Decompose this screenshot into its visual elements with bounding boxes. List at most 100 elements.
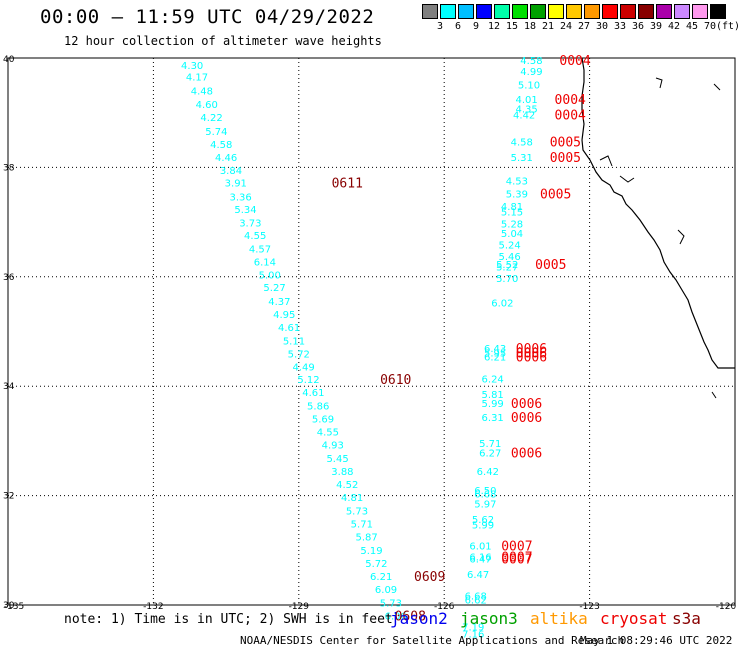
scale-label: 30 xyxy=(595,21,609,32)
wave-height-label: 6.24 xyxy=(482,375,504,386)
satellite-jason3: jason3 xyxy=(460,609,518,628)
wave-height-label: 4.52 xyxy=(336,480,358,491)
wave-height-label: 3.73 xyxy=(239,219,261,230)
pass-time-label: 0006 xyxy=(511,446,542,461)
y-tick-label: 40 xyxy=(3,55,15,65)
scale-label: 33 xyxy=(613,21,627,32)
wave-height-label: 5.52 xyxy=(496,260,518,271)
inland-border xyxy=(599,77,721,399)
scale-label: 24 xyxy=(559,21,573,32)
wave-height-label: 5.95 xyxy=(484,348,506,359)
scale-swatch xyxy=(422,4,438,19)
wave-height-label: 5.73 xyxy=(380,598,402,609)
wave-height-label: 5.28 xyxy=(501,220,523,231)
scale-label: 36 xyxy=(631,21,645,32)
scale-label: 21 xyxy=(541,21,555,32)
credit-text: NOAA/NESDIS Center for Satellite Applica… xyxy=(240,634,625,647)
pass-time-label: 0611 xyxy=(332,177,363,192)
wave-height-label: 4.81 xyxy=(341,493,363,504)
wave-height-label: 5.70 xyxy=(496,274,518,285)
wave-height-label: 4.61 xyxy=(302,388,324,399)
wave-height-label: 4.01 xyxy=(515,95,537,106)
wave-height-label: 5.72 xyxy=(288,349,310,360)
wave-height-label: 6.14 xyxy=(254,257,276,268)
wave-height-label: 5.15 xyxy=(501,208,523,219)
scale-label: 18 xyxy=(523,21,537,32)
wave-height-label: 5.10 xyxy=(518,80,540,91)
wave-height-label: 5.74 xyxy=(205,127,227,138)
wave-height-label: 5.71 xyxy=(479,439,501,450)
wave-height-label: 4.17 xyxy=(186,73,208,84)
scale-swatch xyxy=(440,4,456,19)
coastline-north xyxy=(581,57,585,141)
track-east: 4.584.995.104.014.354.424.585.314.535.39… xyxy=(462,56,542,640)
pass-time-label: 0004 xyxy=(555,93,586,108)
map-frame xyxy=(7,57,736,606)
pass-time-label: 0610 xyxy=(380,373,411,388)
satellite-cryosat: cryosat xyxy=(600,609,668,628)
pass-time-label: 0006 xyxy=(516,346,547,361)
wave-height-label: 4.58 xyxy=(511,138,533,149)
scale-label: 45 xyxy=(685,21,699,32)
footer-note: note: 1) Time is in UTC; 2) SWH is in fe… xyxy=(64,612,393,627)
wave-height-label: 5.99 xyxy=(472,521,494,532)
wave-height-label: 6.01 xyxy=(469,541,491,552)
pass-time-label: 0007 xyxy=(501,539,532,554)
wave-height-label: 6.02 xyxy=(491,299,513,310)
scale-swatch xyxy=(584,4,600,19)
wave-height-label: 5.34 xyxy=(234,205,256,216)
scale-label: 27 xyxy=(577,21,591,32)
wave-height-label: 5.72 xyxy=(365,559,387,570)
scale-swatch xyxy=(620,4,636,19)
wave-height-label: 6.43 xyxy=(484,344,506,355)
track-west: 4.304.17 4.48 4.60 4.22 5.74 4.58 4.46 3.84 3.91… xyxy=(181,61,407,622)
wave-height-label: 7.19 xyxy=(462,622,484,633)
wave-height-label: 6.68 xyxy=(474,489,496,500)
wave-height-label: 5.86 xyxy=(307,401,329,412)
wave-height-label: 4.57 xyxy=(249,244,271,255)
scale-label: 15 xyxy=(505,21,519,32)
y-tick-label: 34 xyxy=(3,382,15,392)
wave-height-label: 6.50 xyxy=(474,486,496,497)
wave-height-label: 4.95 xyxy=(273,310,295,321)
wave-height-label: 6.09 xyxy=(375,585,397,596)
scale-swatch xyxy=(512,4,528,19)
wave-height-label: 5.81 xyxy=(482,390,504,401)
pass-time-label: 0005 xyxy=(535,258,566,273)
x-tick-label: -120 xyxy=(716,602,737,612)
wave-height-label: 3.36 xyxy=(230,192,252,203)
scale-swatch xyxy=(566,4,582,19)
pass-time-labels: 0611061006090608000400040004000500050005… xyxy=(332,54,591,624)
pass-time-label: 0004 xyxy=(555,108,586,123)
wave-height-label: 6.47 xyxy=(467,570,489,581)
wave-height-label: 6.42 xyxy=(477,467,499,478)
map-subtitle: 12 hour collection of altimeter wave hei… xyxy=(64,34,382,48)
wave-height-label: 4.99 xyxy=(520,67,542,78)
scale-label: 9 xyxy=(472,21,480,32)
wave-height-label: 7.16 xyxy=(462,629,484,640)
wave-height-label: 5.73 xyxy=(346,506,368,517)
pass-time-label: 0005 xyxy=(550,136,581,151)
pass-time-label: 0004 xyxy=(559,54,590,69)
y-tick-label: 32 xyxy=(3,492,14,502)
satellite-s3a: s3a xyxy=(672,609,701,628)
scale-swatch xyxy=(602,4,618,19)
pass-time-label: 0006 xyxy=(511,411,542,426)
wave-height-label: 5.31 xyxy=(511,153,533,164)
pass-time-label: 0609 xyxy=(414,570,445,585)
wave-height-label: 5.97 xyxy=(474,499,496,510)
wave-height-label: 3.88 xyxy=(331,467,353,478)
wave-height-label: 5.46 xyxy=(498,252,520,263)
scale-swatch xyxy=(494,4,510,19)
x-tick-label: -132 xyxy=(143,602,163,612)
wave-height-label: 4.58 xyxy=(210,140,232,151)
scale-swatch xyxy=(548,4,564,19)
wave-height-label: 6.06 xyxy=(385,611,407,622)
wave-height-label: 4.49 xyxy=(293,363,315,374)
scale-label: 3 xyxy=(436,21,444,32)
scale-swatch xyxy=(476,4,492,19)
scale-label: 6 xyxy=(454,21,462,32)
scale-label: 12 xyxy=(487,21,501,32)
wave-height-label: 5.04 xyxy=(501,229,523,240)
